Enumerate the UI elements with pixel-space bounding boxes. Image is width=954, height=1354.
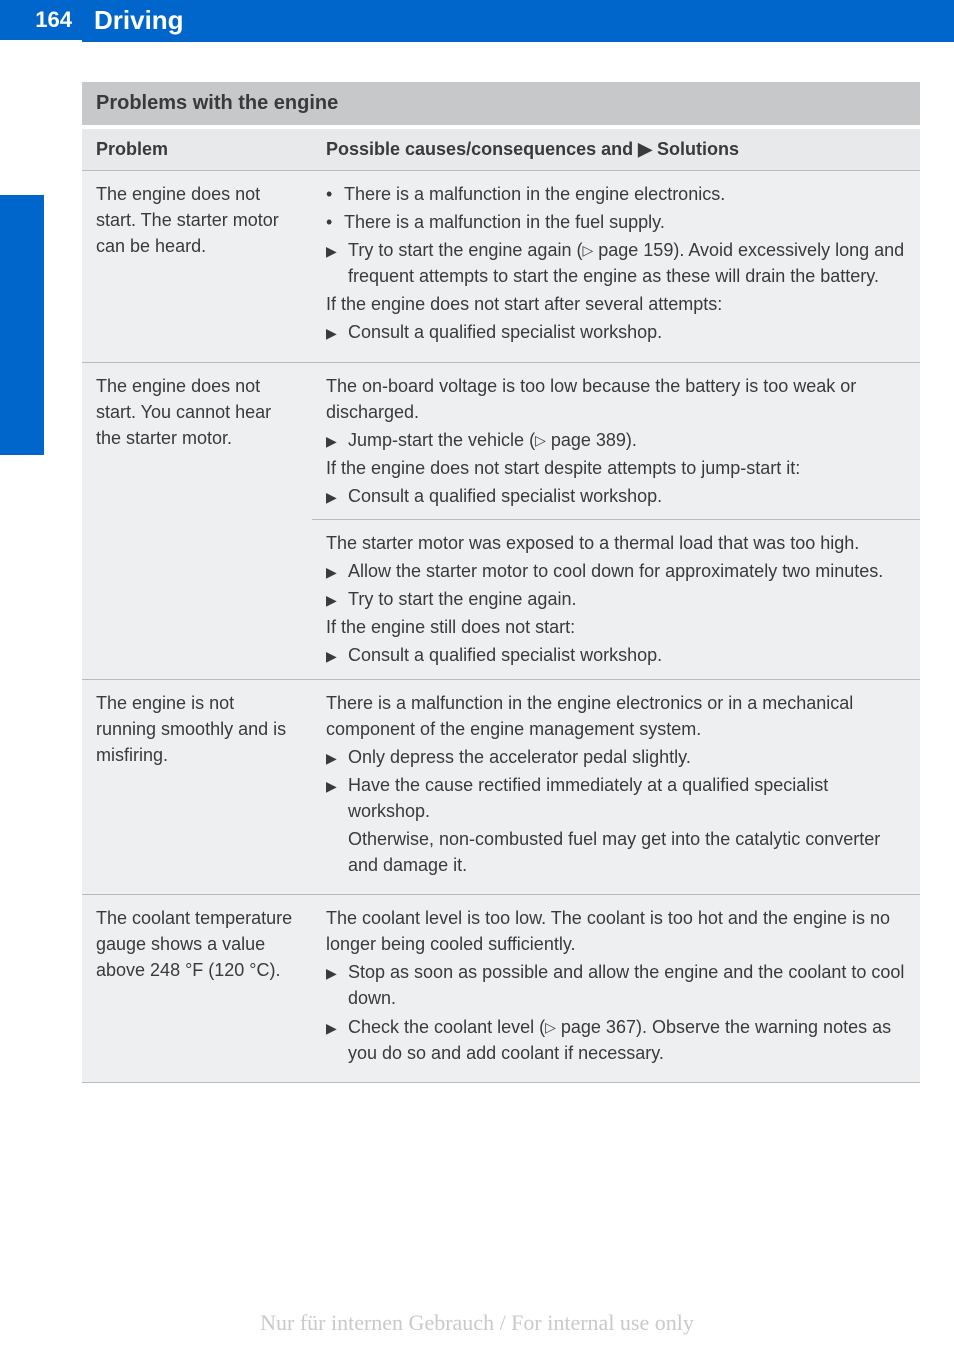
action-item: Try to start the engine again. [326,586,906,612]
page-ref-icon: ▷ [582,242,593,258]
solution-cell: The on-board voltage is too low because … [312,362,920,679]
bullet-item: There is a malfunction in the engine ele… [326,181,906,207]
action-item: Consult a qualified specialist workshop. [326,483,906,509]
page-ref-icon: ▷ [545,1019,556,1035]
cause-text: The starter motor was exposed to a therm… [326,530,906,556]
action-item: Allow the starter motor to cool down for… [326,558,906,584]
problem-text: The engine does not start. You cannot he… [82,362,312,679]
sub-divider: The starter motor was exposed to a therm… [312,519,920,668]
table-row: The engine does not start. The starter m… [82,171,920,363]
condition-text: If the engine does not start despite att… [326,455,906,481]
problem-text: The engine is not running smoothly and i… [82,679,312,895]
solution-cell: The coolant level is too low. The coolan… [312,895,920,1083]
table-row: The coolant temperature gauge shows a va… [82,895,920,1083]
condition-text: If the engine does not start after sever… [326,291,906,317]
col-header-solutions-suffix: Solutions [652,139,739,159]
solution-cell: There is a malfunction in the engine ele… [312,679,920,895]
page-number: 164 [0,0,82,40]
action-item: Have the cause rectified immediately at … [326,772,906,824]
cause-text: There is a malfunction in the engine ele… [326,690,906,742]
condition-text: If the engine still does not start: [326,614,906,640]
solution-cell: There is a malfunction in the engine ele… [312,171,920,363]
note-text: Otherwise, non-combusted fuel may get in… [326,826,906,878]
col-header-solutions-prefix: Possible causes/consequences and [326,139,638,159]
cause-text: The on-board voltage is too low because … [326,373,906,425]
action-text: Check the coolant level ( [348,1017,545,1037]
action-item: Check the coolant level (▷ page 367). Ob… [326,1014,906,1066]
problem-text: The engine does not start. The starter m… [82,171,312,363]
action-item: Jump-start the vehicle (▷ page 389). [326,427,906,453]
main-content: Problems with the engine Problem Possibl… [82,82,920,1083]
action-text: Try to start the engine again ( [348,240,582,260]
cause-text: The coolant level is too low. The coolan… [326,905,906,957]
triangle-icon: ▶ [638,139,652,159]
table-row: The engine is not running smoothly and i… [82,679,920,895]
col-header-problem: Problem [82,129,312,171]
action-item: Only depress the accelerator pedal sligh… [326,744,906,770]
action-item: Try to start the engine again (▷ page 15… [326,237,906,289]
action-text: Jump-start the vehicle ( [348,430,535,450]
action-item: Consult a qualified specialist workshop. [326,642,906,668]
sidebar-label: Driving and parking [12,220,40,445]
page-header: 164 Driving [0,0,954,40]
problem-text: The coolant temperature gauge shows a va… [82,895,312,1083]
watermark-text: Nur für internen Gebrauch / For internal… [0,1310,954,1336]
chapter-title: Driving [82,0,954,40]
col-header-solutions: Possible causes/consequences and ▶ Solut… [312,129,920,171]
section-title: Problems with the engine [82,82,920,125]
action-item: Stop as soon as possible and allow the e… [326,959,906,1011]
action-item: Consult a qualified specialist workshop. [326,319,906,345]
bullet-item: There is a malfunction in the fuel suppl… [326,209,906,235]
page-ref-icon: ▷ [535,432,546,448]
problems-table: Problem Possible causes/consequences and… [82,129,920,1083]
table-row: The engine does not start. You cannot he… [82,362,920,679]
action-text: page 389). [546,430,637,450]
